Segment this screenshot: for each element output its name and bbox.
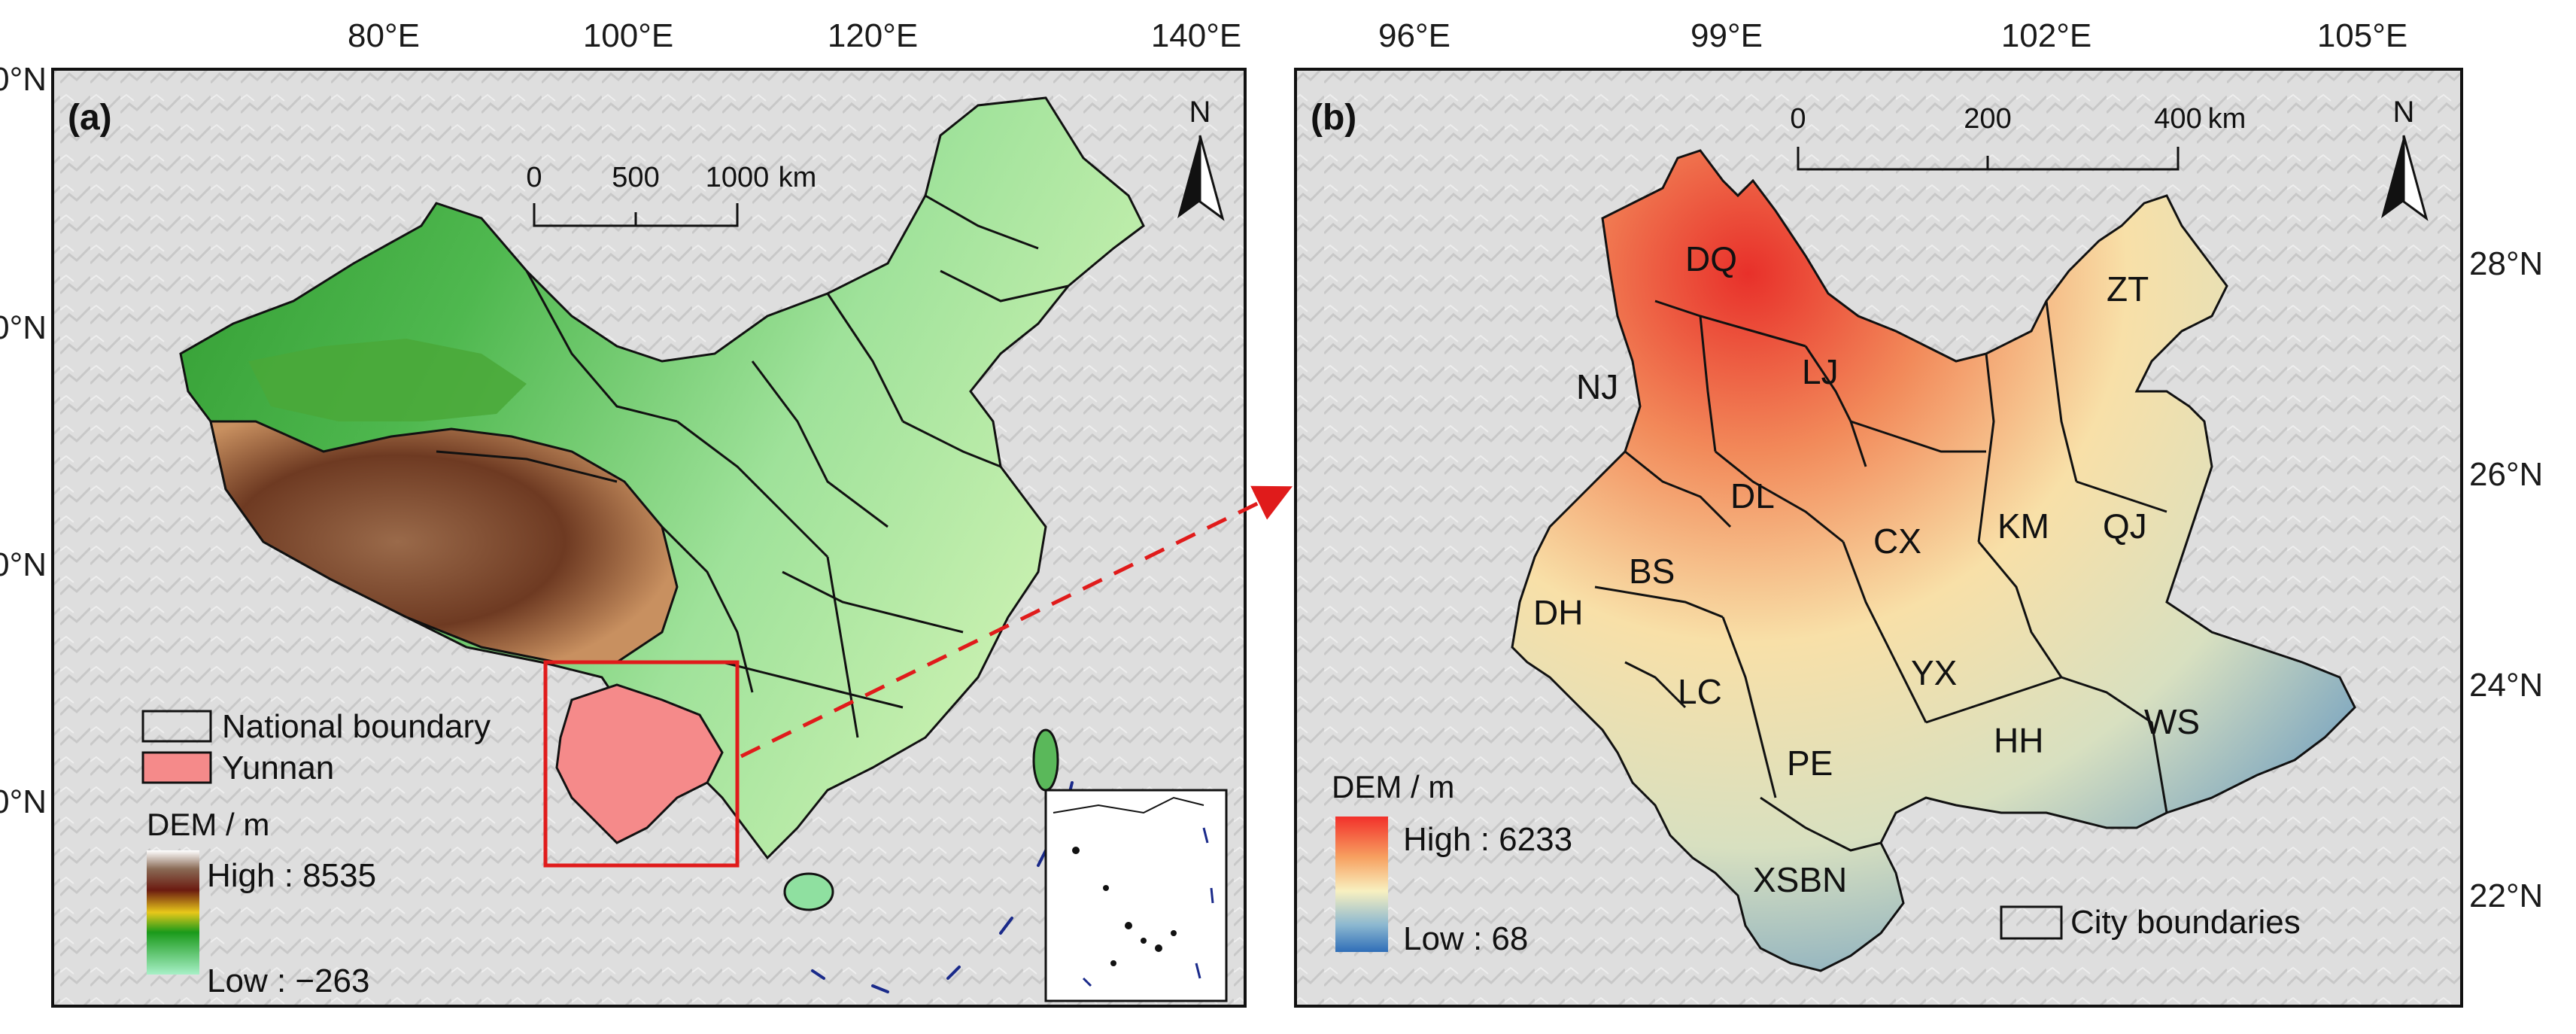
tibetan-plateau xyxy=(209,420,679,664)
legend-city-boundaries-swatch xyxy=(2000,905,2063,940)
city-label-xsbn: XSBN xyxy=(1753,860,1847,899)
city-label-qj: QJ xyxy=(2103,506,2147,546)
svg-text:500: 500 xyxy=(612,162,659,193)
panel-label-a: (a) xyxy=(68,98,112,138)
panel-a: 80°E 100°E 120°E 140°E 50°N 40°N 30°N 20… xyxy=(0,17,1247,1008)
legend-low-a: Low : −263 xyxy=(207,963,370,999)
city-label-zt: ZT xyxy=(2107,269,2149,309)
city-label-bs: BS xyxy=(1629,552,1675,591)
city-label-dl: DL xyxy=(1730,476,1775,515)
city-label-lj: LJ xyxy=(1802,352,1839,391)
lat-tick-a-4: 20°N xyxy=(0,783,47,820)
dem-colorbar-a xyxy=(147,850,199,975)
hainan-island xyxy=(783,872,834,911)
lat-tick-a-1: 50°N xyxy=(0,61,47,98)
city-label-yx: YX xyxy=(1911,653,1957,692)
lon-tick-a-4: 140°E xyxy=(1151,17,1241,54)
lat-tick-b-4: 22°N xyxy=(2469,877,2543,914)
dem-colorbar-b xyxy=(1335,817,1388,952)
svg-text:0: 0 xyxy=(1790,103,1806,135)
panel-label-b: (b) xyxy=(1311,98,1356,138)
city-boundary-lines xyxy=(1594,300,2168,852)
city-label-pe: PE xyxy=(1787,744,1833,783)
svg-text:km: km xyxy=(2208,103,2246,135)
lat-tick-a-2: 40°N xyxy=(0,309,47,346)
zoom-connector-arrow xyxy=(740,485,1293,759)
province-boundaries xyxy=(436,194,1069,738)
svg-text:km: km xyxy=(779,162,817,193)
legend-national-boundary-label: National boundary xyxy=(222,708,491,745)
taiwan-island xyxy=(1032,728,1059,792)
china-landmass xyxy=(179,96,1145,860)
legend-yunnan-swatch xyxy=(141,751,212,784)
city-label-hh: HH xyxy=(1994,721,2043,760)
city-label-dq: DQ xyxy=(1685,239,1737,278)
lon-tick-b-2: 99°E xyxy=(1690,17,1763,54)
yunnan-region xyxy=(555,683,724,844)
lon-tick-a-2: 100°E xyxy=(583,17,673,54)
inset-islands xyxy=(1072,847,1177,966)
panel-b: DQ NJ LJ ZT DL BS CX KM QJ DH YX LC HH W… xyxy=(1294,17,2543,1008)
legend-dem-title-b: DEM / m xyxy=(1332,769,1454,804)
legend-high-b: High : 6233 xyxy=(1403,821,1572,858)
svg-text:0: 0 xyxy=(526,162,542,193)
scale-bar-b: 0 200 400 km xyxy=(1790,103,2246,171)
south-china-sea-dashes xyxy=(811,781,1074,993)
lon-tick-b-1: 96°E xyxy=(1378,17,1451,54)
legend-b: DEM / m High : 6233 Low : 68 City bounda… xyxy=(1332,769,2301,957)
legend-low-b: Low : 68 xyxy=(1403,920,1528,957)
lat-tick-a-3: 30°N xyxy=(0,546,47,583)
city-label-cx: CX xyxy=(1873,522,1921,561)
lat-tick-b-2: 26°N xyxy=(2469,456,2543,493)
city-label-km: KM xyxy=(1997,506,2049,546)
scale-bar-a: 0 500 1000 km xyxy=(526,162,817,227)
city-label-nj: NJ xyxy=(1576,367,1618,406)
yunnan-dem-map xyxy=(1511,149,2356,972)
svg-text:200: 200 xyxy=(1964,103,2011,135)
inset-coast xyxy=(1053,796,1204,814)
svg-text:400: 400 xyxy=(2154,103,2201,135)
north-arrow-b: N xyxy=(2381,96,2429,221)
legend-national-boundary-swatch xyxy=(141,710,212,743)
svg-text:1000: 1000 xyxy=(706,162,770,193)
legend-city-boundaries-label: City boundaries xyxy=(2070,904,2301,941)
tarim-basin xyxy=(248,339,527,421)
lat-tick-b-1: 28°N xyxy=(2469,245,2543,282)
south-china-sea-inset xyxy=(1044,789,1228,1002)
yunnan-highlight-box xyxy=(543,660,740,868)
lon-tick-b-4: 105°E xyxy=(2317,17,2407,54)
legend-dem-title-a: DEM / m xyxy=(147,807,269,842)
legend-high-a: High : 8535 xyxy=(207,857,376,894)
lon-tick-b-3: 102°E xyxy=(2001,17,2091,54)
city-label-ws: WS xyxy=(2144,702,2200,741)
lon-tick-a-3: 120°E xyxy=(828,17,918,54)
legend-yunnan-label: Yunnan xyxy=(222,750,334,786)
city-label-dh: DH xyxy=(1533,593,1583,632)
svg-text:N: N xyxy=(2393,96,2415,129)
inset-dashes xyxy=(1082,827,1214,987)
legend-a: National boundary Yunnan DEM / m High : … xyxy=(141,708,491,999)
lat-tick-b-3: 24°N xyxy=(2469,667,2543,704)
north-arrow-a: N xyxy=(1177,96,1225,221)
lon-tick-a-1: 80°E xyxy=(348,17,420,54)
city-label-lc: LC xyxy=(1678,672,1722,711)
svg-text:N: N xyxy=(1189,96,1211,129)
